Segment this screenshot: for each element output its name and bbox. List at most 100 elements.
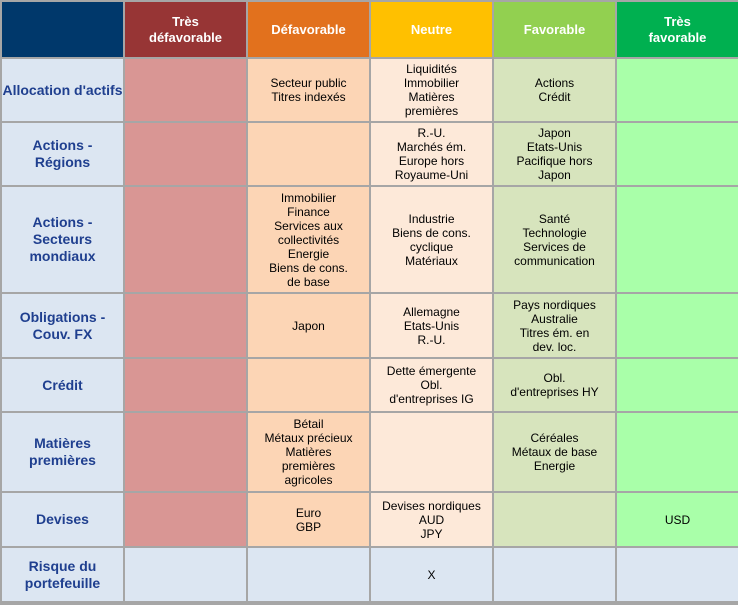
cell-text-line: Métaux précieux	[264, 431, 353, 445]
cell-tres-favorable	[617, 294, 738, 357]
cell-tres-favorable	[617, 359, 738, 411]
cell-text-line: premières	[404, 104, 459, 118]
cell-tres-favorable	[617, 59, 738, 121]
cell-text-line: Devises nordiques	[382, 498, 481, 513]
cell-text-line: Devises	[36, 511, 89, 527]
cell-tres-defavorable	[125, 123, 246, 185]
header-tres-defavorable: Très défavorable	[125, 2, 246, 57]
cell-text-line: Dette émergente	[386, 364, 477, 378]
cell-text-line: Finance	[287, 204, 330, 219]
cell-neutre: Industrie Biens de cons. cyclique Matériaux	[371, 187, 492, 292]
cell-tres-favorable	[617, 548, 738, 601]
header-text-line: favorable	[648, 29, 707, 45]
cell-text-line: Etats-Unis	[403, 318, 460, 333]
cell-neutre: Allemagne Etats-Unis R.-U.	[371, 294, 492, 357]
cell-text-line: Matières	[408, 90, 455, 104]
header-favorable: Favorable	[494, 2, 615, 57]
cell-text-line: JPY	[420, 526, 443, 541]
row-label: Devises	[2, 493, 123, 546]
cell-text-line: Allocation d'actifs	[2, 81, 123, 98]
cell-favorable	[494, 493, 615, 546]
cell-text-line: Métaux de base	[511, 445, 598, 459]
cell-text-line: Euro	[295, 505, 322, 520]
row-label: Actions - Régions	[2, 123, 123, 185]
row-label: Crédit	[2, 359, 123, 411]
cell-text-line: Titres ém. en	[519, 325, 590, 340]
cell-text-line: Crédit	[538, 90, 571, 104]
cell-text-line: AUD	[418, 512, 445, 527]
header-neutre: Neutre	[371, 2, 492, 57]
cell-text-line: R.-U.	[417, 332, 446, 347]
cell-text-line: agricoles	[284, 473, 333, 487]
cell-text-line: dev. loc.	[532, 339, 577, 354]
cell-text-line: Services de	[523, 239, 586, 254]
cell-favorable: Japon Etats-Unis Pacifique hors Japon	[494, 123, 615, 185]
cell-text-line: Santé	[538, 211, 571, 226]
cell-tres-defavorable	[125, 294, 246, 357]
cell-text-line: Actions -	[32, 137, 93, 153]
cell-tres-favorable	[617, 123, 738, 185]
row-label: Allocation d'actifs	[2, 59, 123, 121]
cell-defavorable: Euro GBP	[248, 493, 369, 546]
cell-text-line: Energie	[533, 459, 576, 473]
cell-tres-defavorable	[125, 493, 246, 546]
cell-text-line: X	[427, 567, 436, 582]
cell-text-line: Secteurs	[32, 231, 93, 247]
header-corner	[2, 2, 123, 57]
cell-text-line: Risque du	[28, 557, 97, 574]
cell-text-line: de base	[287, 274, 330, 289]
cell-text-line: Couv. FX	[32, 325, 93, 342]
row-label: Obligations - Couv. FX	[2, 294, 123, 357]
cell-tres-defavorable	[125, 59, 246, 121]
cell-text-line: Obl.	[420, 378, 443, 392]
cell-text-line: premières	[29, 452, 96, 468]
cell-tres-favorable	[617, 413, 738, 491]
header-text-line: défavorable	[149, 29, 222, 45]
cell-text-line: Etats-Unis	[526, 140, 583, 154]
cell-tres-favorable: USD	[617, 493, 738, 546]
cell-text-line: mondiaux	[29, 248, 96, 264]
cell-text-line: GBP	[295, 519, 322, 534]
row-label: Matières premières	[2, 413, 123, 491]
cell-text-line: communication	[514, 253, 595, 268]
cell-text-line: Matériaux	[405, 253, 458, 268]
cell-text-line: portefeuille	[24, 574, 101, 591]
cell-text-line: Immobilier	[403, 76, 460, 90]
cell-text-line: Pays nordiques	[513, 297, 596, 312]
cell-text-line: Technologie	[522, 225, 587, 240]
cell-text-line: Industrie	[408, 211, 455, 226]
cell-text-line: cyclique	[409, 239, 454, 254]
cell-text-line: premières	[281, 459, 336, 473]
cell-neutre: R.-U. Marchés ém. Europe hors Royaume-Uni	[371, 123, 492, 185]
cell-text-line: Actions	[534, 76, 575, 90]
cell-text-line: d'entreprises HY	[510, 385, 599, 399]
cell-text-line: d'entreprises IG	[389, 392, 474, 406]
cell-defavorable	[248, 123, 369, 185]
cell-text-line: Matières	[285, 445, 332, 459]
header-tres-favorable: Très favorable	[617, 2, 738, 57]
cell-defavorable: Secteur public Titres indexés	[248, 59, 369, 121]
cell-text-line: Japon	[292, 318, 325, 333]
cell-favorable	[494, 548, 615, 601]
cell-text-line: Japon	[538, 126, 571, 140]
cell-text-line: Céréales	[530, 431, 579, 445]
header-text-line: Très	[172, 13, 199, 29]
cell-neutre	[371, 413, 492, 491]
cell-text-line: Europe hors	[398, 154, 465, 168]
cell-text-line: Titres indexés	[271, 90, 346, 104]
cell-text-line: Régions	[34, 154, 91, 170]
cell-text-line: Secteur public	[270, 76, 347, 90]
cell-text-line: USD	[664, 512, 691, 527]
cell-text-line: Obligations -	[19, 308, 106, 325]
cell-text-line: Energie	[287, 246, 330, 261]
cell-text-line: Japon	[538, 168, 571, 182]
cell-text-line: Marchés ém.	[396, 140, 467, 154]
cell-defavorable	[248, 359, 369, 411]
cell-text-line: Bétail	[293, 417, 324, 431]
cell-defavorable	[248, 548, 369, 601]
cell-favorable: Céréales Métaux de base Energie	[494, 413, 615, 491]
header-defavorable: Défavorable	[248, 2, 369, 57]
cell-tres-favorable	[617, 187, 738, 292]
cell-text-line: Allemagne	[403, 304, 460, 319]
